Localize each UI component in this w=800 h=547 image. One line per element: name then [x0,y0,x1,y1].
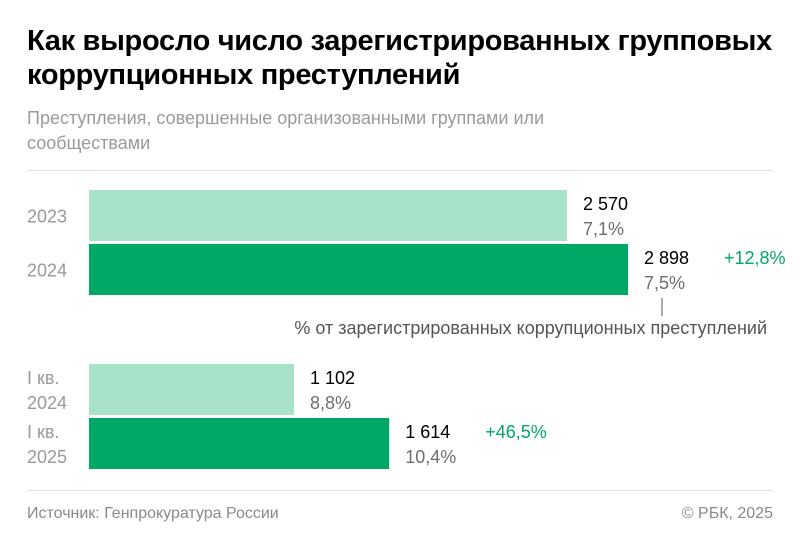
growth-label: +46,5% [485,422,547,442]
chart-title: Как выросло число зарегистрированных гру… [27,25,772,91]
share-label: 10,4% [405,447,456,467]
bottom-divider [27,490,773,491]
category-label: 2024 [27,393,67,413]
value-label: 2 570 [583,194,628,214]
share-label: 7,1% [583,219,624,239]
category-label: I кв. [27,422,59,442]
copyright: © РБК, 2025 [681,505,773,522]
share-label: 8,8% [310,393,351,413]
value-label: 1 102 [310,368,355,388]
value-label: 2 898 [644,248,689,268]
category-label: 2025 [27,447,67,467]
source-note: Источник: Генпрокуратура России [27,505,279,522]
bar [89,418,390,469]
bar [89,364,294,415]
category-label: 2023 [27,207,67,227]
category-label: I кв. [27,368,59,388]
top-divider [27,170,773,171]
share-label: 7,5% [644,273,685,293]
growth-label: +12,8% [724,248,786,268]
category-label: 2024 [27,261,67,281]
bar [89,190,567,241]
annotation-text: % от зарегистрированных коррупционных пр… [294,318,767,338]
bar [89,244,628,295]
value-label: 1 614 [405,422,450,442]
chart-subtitle: Преступления, совершенные организованным… [27,108,545,153]
